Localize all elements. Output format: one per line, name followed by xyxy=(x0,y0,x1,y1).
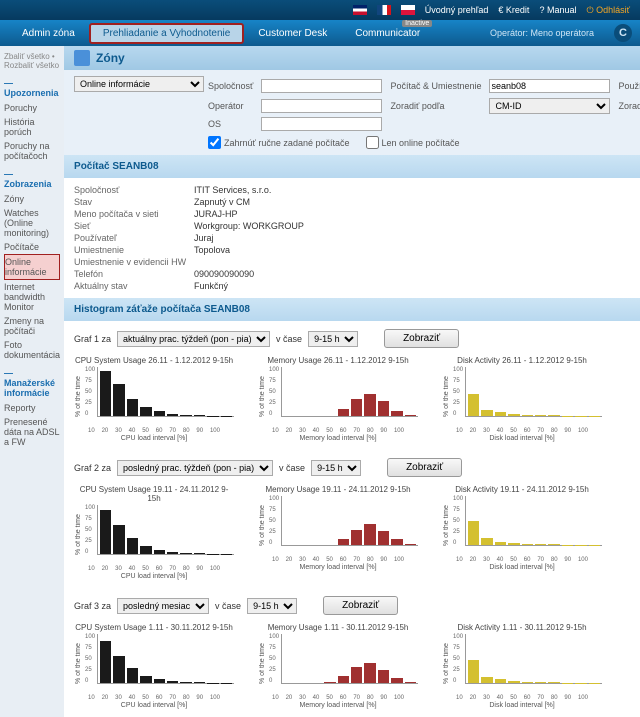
lbl-sort: Zoradiť podľa xyxy=(390,101,481,111)
time-select[interactable]: 9-15 h xyxy=(247,598,297,614)
charts-row: CPU System Usage 19.11 - 24.11.2012 9-15… xyxy=(64,485,640,588)
chart: CPU System Usage 19.11 - 24.11.2012 9-15… xyxy=(74,485,234,580)
detail-row: Aktuálny stavFunkčný xyxy=(74,280,640,292)
inp-os[interactable] xyxy=(261,117,382,131)
period-select[interactable]: posledný mesiac xyxy=(117,598,209,614)
main-content: Zóny Online informácie Spoločnosť Počíta… xyxy=(64,46,640,717)
filter-bar: Online informácie Spoločnosť Počítač & U… xyxy=(64,70,640,155)
sidebar-item[interactable]: Zmeny na počítači xyxy=(4,314,60,338)
chart: Disk Activity 1.11 - 30.11.2012 9-15h% o… xyxy=(442,623,602,709)
sidebar-item[interactable]: História porúch xyxy=(4,115,60,139)
sidebar: Zbaliť všetko • Rozbaliť všetko — Upozor… xyxy=(0,46,64,717)
tab-customer-desk[interactable]: Customer Desk xyxy=(244,23,341,44)
link-manual[interactable]: ? Manual xyxy=(539,5,576,15)
show-button[interactable]: Zobraziť xyxy=(387,458,462,477)
detail-row: PoužívateľJuraj xyxy=(74,232,640,244)
chart: Memory Usage 26.11 - 1.12.2012 9-15h% of… xyxy=(258,356,418,442)
link-logout[interactable]: ⏻ Odhlásiť xyxy=(586,5,630,16)
operator-label: Operátor: Meno operátora xyxy=(490,28,614,38)
detail-row: StavZapnutý v CM xyxy=(74,196,640,208)
graf-controls: Graf 1 zaaktuálny prac. týždeň (pon - pi… xyxy=(64,321,640,356)
tab-admin[interactable]: Admin zóna xyxy=(8,23,89,44)
chart: Disk Activity 26.11 - 1.12.2012 9-15h% o… xyxy=(442,356,602,442)
page-title: Zóny xyxy=(96,51,125,65)
sidebar-item[interactable]: Watches (Online monitoring) xyxy=(4,206,60,240)
chart: Disk Activity 19.11 - 24.11.2012 9-15h% … xyxy=(442,485,602,580)
cb-manual[interactable]: Zahrnúť ručne zadané počítače xyxy=(208,136,349,149)
top-bar: Úvodný prehľad € Kredit ? Manual ⏻ Odhlá… xyxy=(0,0,640,20)
sidebar-item[interactable]: Foto dokumentácia xyxy=(4,338,60,362)
charts-row: CPU System Usage 26.11 - 1.12.2012 9-15h… xyxy=(64,356,640,450)
c-logo-icon: C xyxy=(614,24,632,42)
sidebar-item[interactable]: Poruchy xyxy=(4,101,60,115)
time-select[interactable]: 9-15 h xyxy=(308,331,358,347)
time-select[interactable]: 9-15 h xyxy=(311,460,361,476)
tab-browsing[interactable]: Prehliadanie a Vyhodnotenie xyxy=(89,23,245,44)
sidebar-item[interactable]: Prenesené dáta na ADSL a FW xyxy=(4,415,60,449)
lbl-company: Spoločnosť xyxy=(208,81,253,91)
sidebar-crumb[interactable]: Zbaliť všetko • Rozbaliť všetko xyxy=(4,50,60,72)
inp-op[interactable] xyxy=(261,99,382,113)
histogram-header: Histogram záťaže počítača SEANB08↻ xyxy=(64,298,640,321)
pc-header: Počítač SEANB08↻ xyxy=(64,155,640,178)
graf-controls: Graf 2 zaposledný prac. týždeň (pon - pi… xyxy=(64,450,640,485)
lbl-pc: Počítač & Umiestnenie xyxy=(390,81,481,91)
charts-row: CPU System Usage 1.11 - 30.11.2012 9-15h… xyxy=(64,623,640,717)
lbl-op: Operátor xyxy=(208,101,253,111)
detail-row: Telefón090090090090 xyxy=(74,268,640,280)
inp-company[interactable] xyxy=(261,79,382,93)
flag-uk-icon[interactable] xyxy=(353,5,367,15)
page-title-bar: Zóny xyxy=(64,46,640,70)
link-credit[interactable]: € Kredit xyxy=(498,5,529,15)
detail-row: Meno počítača v sietiJURAJ-HP xyxy=(74,208,640,220)
detail-row: Umiestnenie v evidencii HW xyxy=(74,256,640,268)
sidebar-item[interactable]: Internet bandwidth Monitor xyxy=(4,280,60,314)
chart: CPU System Usage 26.11 - 1.12.2012 9-15h… xyxy=(74,356,234,442)
sidebar-item[interactable]: Reporty xyxy=(4,401,60,415)
flag-cz-icon[interactable] xyxy=(377,5,391,15)
nav-bar: Admin zóna Prehliadanie a Vyhodnotenie C… xyxy=(0,20,640,46)
lbl-os: OS xyxy=(208,119,253,129)
flag-pl-icon[interactable] xyxy=(401,5,415,15)
chart: Memory Usage 1.11 - 30.11.2012 9-15h% of… xyxy=(258,623,418,709)
graf-controls: Graf 3 zaposledný mesiacv čase9-15 hZobr… xyxy=(64,588,640,623)
sidebar-item[interactable]: Počítače xyxy=(4,240,60,254)
lbl-user: Používateľ xyxy=(618,81,640,91)
sidebar-section: — Manažerské informácie xyxy=(4,368,60,398)
inp-pc[interactable] xyxy=(489,79,610,93)
filter-type-select[interactable]: Online informácie xyxy=(74,76,204,92)
sidebar-section: — Upozornenia xyxy=(4,78,60,98)
chart: Memory Usage 19.11 - 24.11.2012 9-15h% o… xyxy=(258,485,418,580)
sidebar-item[interactable]: Poruchy na počítačoch xyxy=(4,139,60,163)
sidebar-item[interactable]: Online informácie xyxy=(4,254,60,280)
lbl-order: Zoradiť ako xyxy=(618,101,640,111)
zones-icon xyxy=(74,50,90,66)
detail-row: SpoločnosťITIT Services, s.r.o. xyxy=(74,184,640,196)
sidebar-item[interactable]: Zóny xyxy=(4,192,60,206)
inactive-badge: Inactive xyxy=(402,20,432,27)
tab-communicator[interactable]: InactiveCommunicator xyxy=(341,23,434,44)
sidebar-section: — Zobrazenia xyxy=(4,169,60,189)
link-overview[interactable]: Úvodný prehľad xyxy=(425,5,489,15)
detail-row: SieťWorkgroup: WORKGROUP xyxy=(74,220,640,232)
period-select[interactable]: aktuálny prac. týždeň (pon - pia) xyxy=(117,331,270,347)
period-select[interactable]: posledný prac. týždeň (pon - pia) xyxy=(117,460,273,476)
chart: CPU System Usage 1.11 - 30.11.2012 9-15h… xyxy=(74,623,234,709)
sel-sort[interactable]: CM-ID xyxy=(489,98,610,114)
show-button[interactable]: Zobraziť xyxy=(323,596,398,615)
cb-online[interactable]: Len online počítače xyxy=(366,136,460,149)
detail-row: UmiestnenieTopolova xyxy=(74,244,640,256)
show-button[interactable]: Zobraziť xyxy=(384,329,459,348)
pc-details: SpoločnosťITIT Services, s.r.o.StavZapnu… xyxy=(64,178,640,298)
